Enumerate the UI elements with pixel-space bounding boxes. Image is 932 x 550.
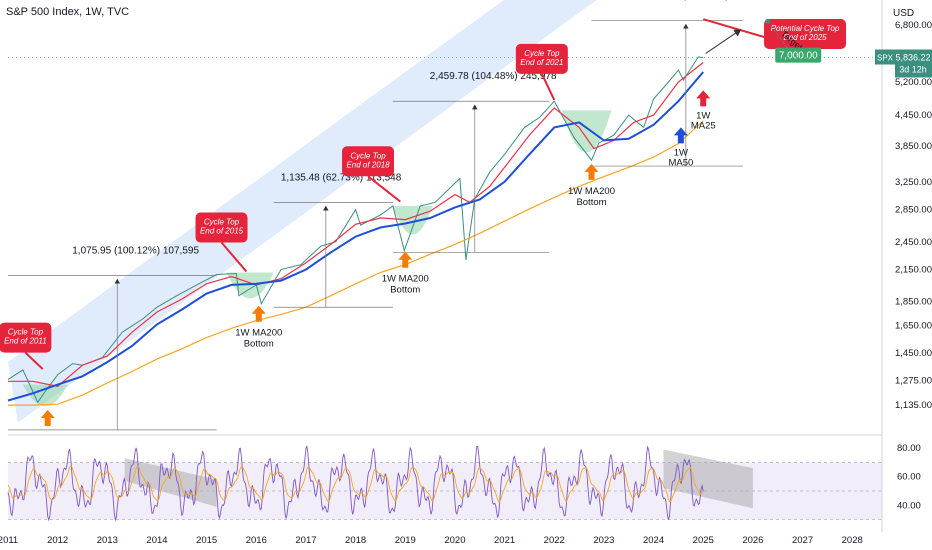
cycle-top-label: Cycle Top End of 2018 (346, 151, 390, 169)
target-dot (765, 18, 771, 24)
currency-label[interactable]: USD (893, 8, 915, 19)
time-tick-label: 2018 (345, 535, 366, 546)
cycle-top-pointer (220, 241, 248, 273)
series-line-spx (7, 56, 704, 404)
time-tick-label: 2016 (246, 535, 267, 546)
time-tick-label: 2027 (792, 535, 813, 546)
time-tick-label: 2026 (742, 535, 763, 546)
symbol-tag[interactable] (875, 49, 895, 65)
measure-label: 1,135.48 (62.73%) 113,548 (281, 172, 402, 183)
symbol-tag-label: SPX (877, 54, 894, 63)
price-tick-label: 1,135.00 (895, 400, 932, 411)
cycle-top-label: Cycle Top End of 2021 (520, 49, 563, 67)
chart-title: S&P 500 Index, 1W, TVC (6, 6, 130, 18)
time-tick-label: 2025 (693, 535, 714, 546)
price-tick-label: 2,850.00 (895, 205, 932, 216)
price-tick-label: 2,150.00 (895, 265, 932, 276)
price-tick-label: 1,850.00 (895, 296, 932, 307)
target-value-box (775, 47, 822, 63)
measure-label: 2,459.78 (104.48%) 245,978 (430, 71, 557, 82)
series-line-1w-ma25 (8, 62, 704, 387)
price-tick-label: 1,450.00 (895, 348, 932, 359)
bottom-label: 1W MA200 Bottom (235, 328, 282, 350)
cycle-top-callout (342, 146, 395, 177)
rsi-channel (124, 458, 217, 507)
series-line-1w-ma200 (8, 120, 704, 406)
price-tag-value: 5,836.22 (895, 53, 930, 63)
time-tick-label: 2020 (444, 535, 465, 546)
cycle-top-callout (515, 43, 568, 74)
time-tick-label: 2019 (395, 535, 416, 546)
price-tick-label: 3,250.00 (895, 177, 932, 188)
measure-label: 3,503.98 (100.12%) 350,398 (641, 0, 768, 1)
price-tick-label: 5,200.00 (895, 77, 932, 88)
ma50-label: 1W MA50 (668, 147, 693, 168)
time-tick-label: 2015 (196, 535, 217, 546)
cycle-top-pointer (367, 175, 401, 203)
bottom-arrow-icon (584, 163, 599, 180)
bottom-arrow-icon (398, 251, 413, 268)
price-tick-label: 6,800.00 (895, 20, 932, 31)
time-tick-label: 2024 (643, 535, 664, 546)
bottom-zone (561, 110, 612, 153)
target-arrow (705, 29, 742, 54)
time-tick-label: 2014 (146, 535, 167, 546)
series-line-1w-ma50 (7, 71, 704, 402)
time-tick-label: 2023 (593, 535, 614, 546)
rsi-line (7, 445, 704, 522)
time-tick-label: 2028 (842, 535, 863, 546)
cycle-top-pointer (540, 73, 556, 101)
cycle-top-label: Cycle Top End of 2015 (200, 218, 244, 236)
price-tick-label: 1,275.00 (895, 375, 932, 386)
rsi-ma-line (7, 465, 704, 503)
price-tag[interactable] (895, 49, 932, 78)
bottom-arrow-icon (40, 409, 55, 426)
bottom-label: 1W MA200 Bottom (568, 186, 615, 208)
rsi-tick-label: 60.00 (897, 472, 921, 483)
measure-label: 1,075.95 (100.12%) 107,595 (72, 246, 199, 257)
ma25-label: 1W MA25 (691, 110, 716, 131)
price-tick-label: 1,650.00 (895, 321, 932, 332)
ma50-arrow-icon (673, 127, 688, 144)
target-dashed-line (767, 21, 791, 52)
channel-band (8, 0, 597, 423)
target-value-label: 7,000.00 (779, 51, 818, 62)
time-tick-label: 2011 (0, 535, 18, 546)
cycle-top-label: Cycle Top End of 2011 (4, 328, 47, 346)
bottom-zone (22, 384, 68, 407)
time-tick-label: 2013 (97, 535, 118, 546)
cycle-top-pointer (24, 351, 44, 370)
cycle-top-callout (764, 18, 847, 49)
cycle-top-callout (0, 322, 52, 353)
rsi-tick-label: 80.00 (897, 443, 921, 454)
ma25-arrow-icon (696, 90, 711, 107)
price-tick-label: 3,850.00 (895, 141, 932, 152)
time-tick-label: 2022 (544, 535, 565, 546)
cycle-top-label: Potential Cycle Top End of 2025 (771, 24, 840, 42)
bottom-arrow-icon (251, 305, 266, 322)
price-tick-label: 4,450.00 (895, 110, 932, 121)
time-tick-label: 2012 (47, 535, 68, 546)
cycle-top-callout (195, 212, 248, 243)
price-tag-countdown: 3d 12h (899, 65, 927, 75)
time-tick-label: 2017 (295, 535, 316, 546)
time-tick-label: 2021 (494, 535, 515, 546)
rsi-tick-label: 40.00 (897, 500, 921, 511)
price-tick-label: 2,450.00 (895, 237, 932, 248)
bottom-label: 1W MA200 Bottom (382, 274, 429, 296)
